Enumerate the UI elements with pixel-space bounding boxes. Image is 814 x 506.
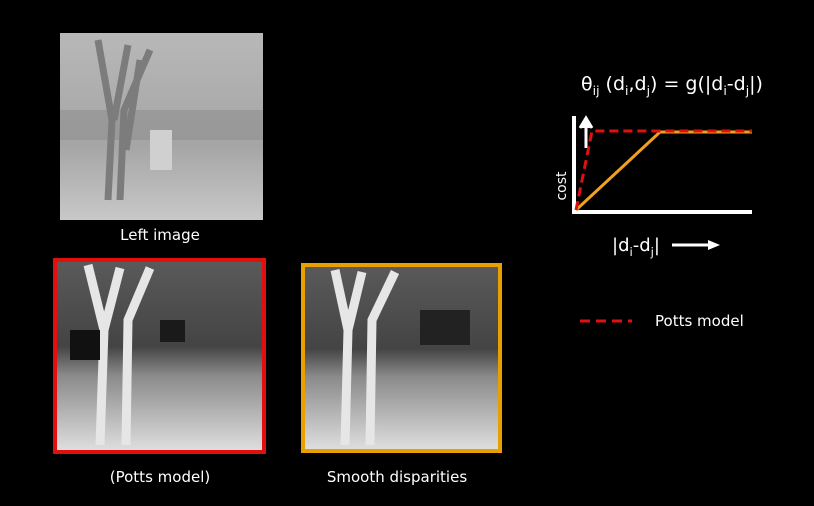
text-part: ) = g(|d xyxy=(650,73,723,95)
smooth-image xyxy=(303,265,500,451)
potts-curve xyxy=(576,131,752,210)
y-axis-label: cost xyxy=(554,171,570,201)
text-part: -d xyxy=(633,235,651,256)
text-part: θ xyxy=(581,73,593,95)
page: Left image (Potts model) Smooth disparit… xyxy=(0,0,814,506)
text-part: |) xyxy=(749,73,763,95)
formula: θij (di,dj) = g(|di-dj|) xyxy=(581,73,763,98)
caption: (Potts model) xyxy=(110,468,210,486)
potts-image xyxy=(55,260,264,452)
x-axis-label: |di-dj| xyxy=(612,235,660,259)
text-part: -d xyxy=(727,73,746,95)
legend-label: Potts model xyxy=(655,312,744,330)
text-part: ,d xyxy=(628,73,646,95)
text-part: | xyxy=(654,235,660,256)
right-arrow-head xyxy=(708,240,720,250)
smooth-curve xyxy=(576,132,752,210)
slide: Left image (Potts model) Smooth disparit… xyxy=(0,0,814,506)
text-part: |d xyxy=(612,235,630,256)
left-image xyxy=(60,33,263,220)
caption: Left image xyxy=(120,226,200,244)
caption: Smooth disparities xyxy=(327,468,467,486)
subscript: ij xyxy=(593,84,600,98)
text-part: (d xyxy=(600,73,626,95)
